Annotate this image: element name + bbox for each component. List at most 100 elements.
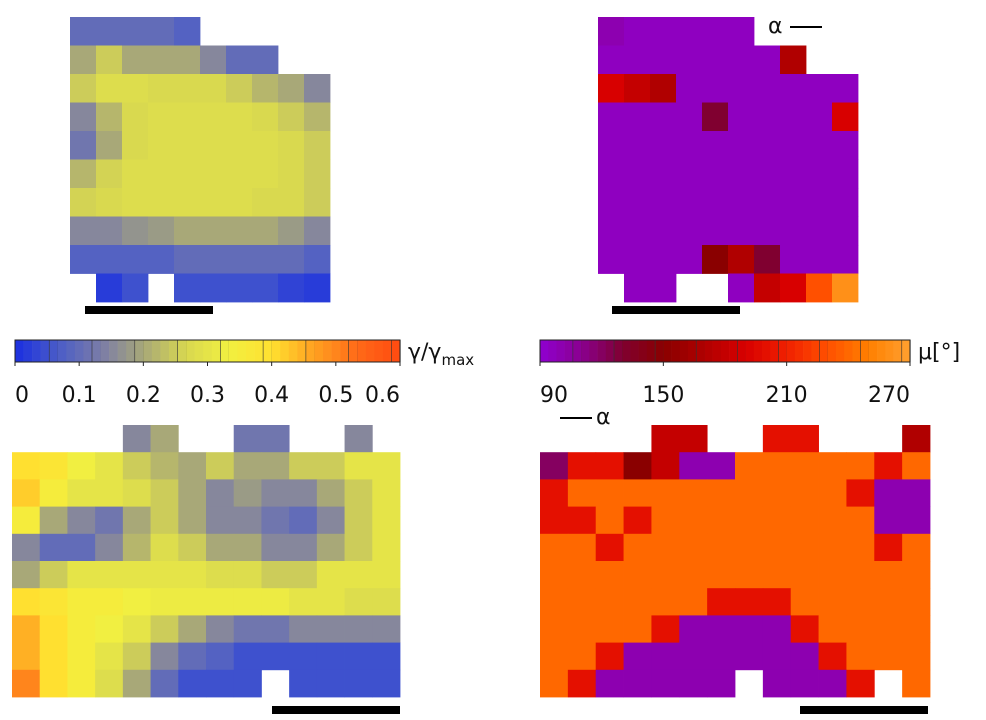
heatmap-cell (122, 642, 151, 671)
heatmap-cell (707, 561, 736, 589)
heatmap-cell (707, 533, 736, 562)
heatmap-cell (623, 452, 652, 480)
heatmap-cell (206, 588, 235, 616)
heatmap-cell (806, 131, 833, 160)
colorbar-segment (74, 340, 84, 362)
heatmap-cell (806, 188, 833, 217)
colorbar-segment (48, 339, 59, 363)
heatmap-cell (818, 561, 847, 589)
heatmap-cell (595, 669, 624, 698)
heatmap-cell (676, 17, 703, 46)
heatmap-cell (702, 102, 729, 132)
heatmap-cell (372, 669, 401, 698)
heatmap-cell (595, 615, 624, 643)
colorbar-segment (762, 340, 771, 362)
heatmap-cell (174, 188, 201, 217)
heatmap-cell (12, 561, 41, 589)
colorbar-label-text: μ[°] (918, 340, 960, 365)
heatmap-cell (707, 642, 736, 671)
heatmap-cell (70, 159, 97, 189)
heatmap-cell (316, 669, 345, 698)
heatmap-cell (790, 533, 819, 562)
heatmap-cell (846, 479, 875, 507)
heatmap-cell (39, 533, 68, 562)
colorbar-segment (540, 340, 549, 362)
heatmap-cell (780, 74, 807, 103)
colorbar-segment (654, 339, 664, 363)
colorbar-segment (564, 340, 574, 362)
heatmap-cell (780, 273, 807, 303)
heatmap-cell (735, 479, 764, 507)
heatmap-cell (806, 245, 833, 274)
heatmap-cell (39, 588, 68, 616)
heatmap-cell (735, 506, 764, 535)
heatmap-cell (304, 273, 331, 303)
heatmap-cell (372, 452, 401, 480)
heatmap-cell (595, 588, 624, 616)
colorbar-segment (695, 339, 706, 363)
heatmap-cell (540, 669, 569, 698)
heatmap-cell (790, 479, 819, 507)
colorbar-segment (572, 339, 582, 363)
heatmap-cell (624, 131, 651, 160)
heatmap-cell (651, 642, 680, 671)
heatmap-cell (623, 561, 652, 589)
colorbar-segment (66, 340, 76, 362)
heatmap-cell (178, 615, 207, 643)
heatmap-cell (735, 588, 764, 616)
heatmap-cell (598, 17, 625, 46)
heatmap-cell (790, 615, 819, 643)
heatmap-cell (316, 452, 345, 480)
heatmap-cell (226, 74, 253, 103)
heatmap-cell (818, 452, 847, 480)
heatmap-cell (762, 588, 792, 616)
colorbar-tick-label: 0.5 (318, 383, 353, 408)
heatmap-cell (818, 506, 847, 535)
heatmap-cell (595, 561, 624, 589)
heatmap-cell (150, 669, 179, 698)
heatmap-cell (304, 216, 331, 246)
heatmap-cell (178, 561, 207, 589)
heatmap-cell (174, 216, 201, 246)
heatmap-cell (832, 188, 859, 217)
heatmap-cell (728, 188, 755, 217)
heatmap-cell (762, 642, 792, 671)
heatmap-cell (206, 669, 235, 698)
heatmap-cell (39, 669, 68, 698)
heatmap-cell (278, 102, 305, 132)
colorbar-segment (844, 340, 853, 362)
heatmap-cell (707, 479, 736, 507)
heatmap-cell (70, 45, 97, 75)
heatmap-cell (623, 533, 652, 562)
heatmap-cell (200, 245, 227, 274)
heatmap-cell (372, 588, 401, 616)
heatmap-cell (679, 506, 708, 535)
heatmap-cell (95, 615, 124, 643)
heatmap-cell (735, 561, 764, 589)
heatmap-cell (567, 669, 597, 698)
colorbar-segment (811, 340, 820, 362)
heatmap-cell (233, 588, 262, 616)
heatmap-cell (174, 74, 201, 103)
heatmap-cell (304, 102, 331, 132)
heatmap-cell (624, 188, 651, 217)
heatmap-cell (200, 45, 227, 75)
alpha-label: α (596, 405, 611, 430)
heatmap-cell (846, 669, 875, 698)
heatmap-cell (261, 479, 290, 507)
heatmap-cell (39, 615, 68, 643)
heatmap-cell (252, 245, 279, 274)
heatmap-cell (832, 159, 859, 189)
heatmap-cell (540, 506, 569, 535)
heatmap-cell (650, 74, 677, 103)
heatmap-cell (806, 273, 833, 303)
heatmap-cell (728, 74, 755, 103)
heatmap-cell (200, 216, 227, 246)
heatmap-cell (96, 216, 123, 246)
heatmap-cell (728, 131, 755, 160)
heatmap-cell (304, 245, 331, 274)
heatmap-cell (651, 588, 680, 616)
heatmap-cell (252, 45, 279, 75)
heatmap-cell (122, 216, 149, 246)
heatmap-cell (780, 159, 807, 189)
